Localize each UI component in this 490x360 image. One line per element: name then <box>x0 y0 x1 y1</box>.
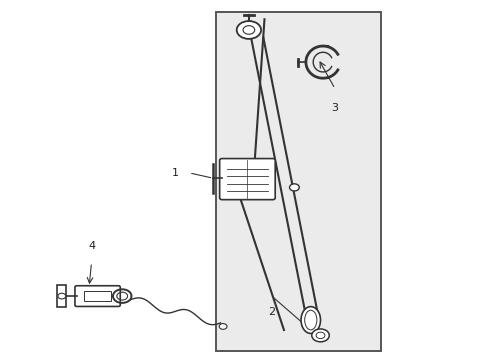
Circle shape <box>312 329 329 342</box>
Ellipse shape <box>305 310 317 330</box>
Text: 1: 1 <box>172 168 179 178</box>
Text: 2: 2 <box>268 307 275 317</box>
Circle shape <box>237 21 261 39</box>
Circle shape <box>219 324 227 329</box>
Text: 4: 4 <box>88 242 95 251</box>
Circle shape <box>58 293 66 299</box>
Ellipse shape <box>301 307 320 333</box>
Circle shape <box>243 26 255 34</box>
Bar <box>84 291 111 301</box>
Text: 3: 3 <box>332 103 339 113</box>
Circle shape <box>316 332 325 339</box>
FancyBboxPatch shape <box>75 286 120 306</box>
Circle shape <box>290 184 299 191</box>
Bar <box>216 12 381 351</box>
FancyBboxPatch shape <box>220 158 275 200</box>
Bar <box>216 12 381 351</box>
Bar <box>57 285 66 307</box>
